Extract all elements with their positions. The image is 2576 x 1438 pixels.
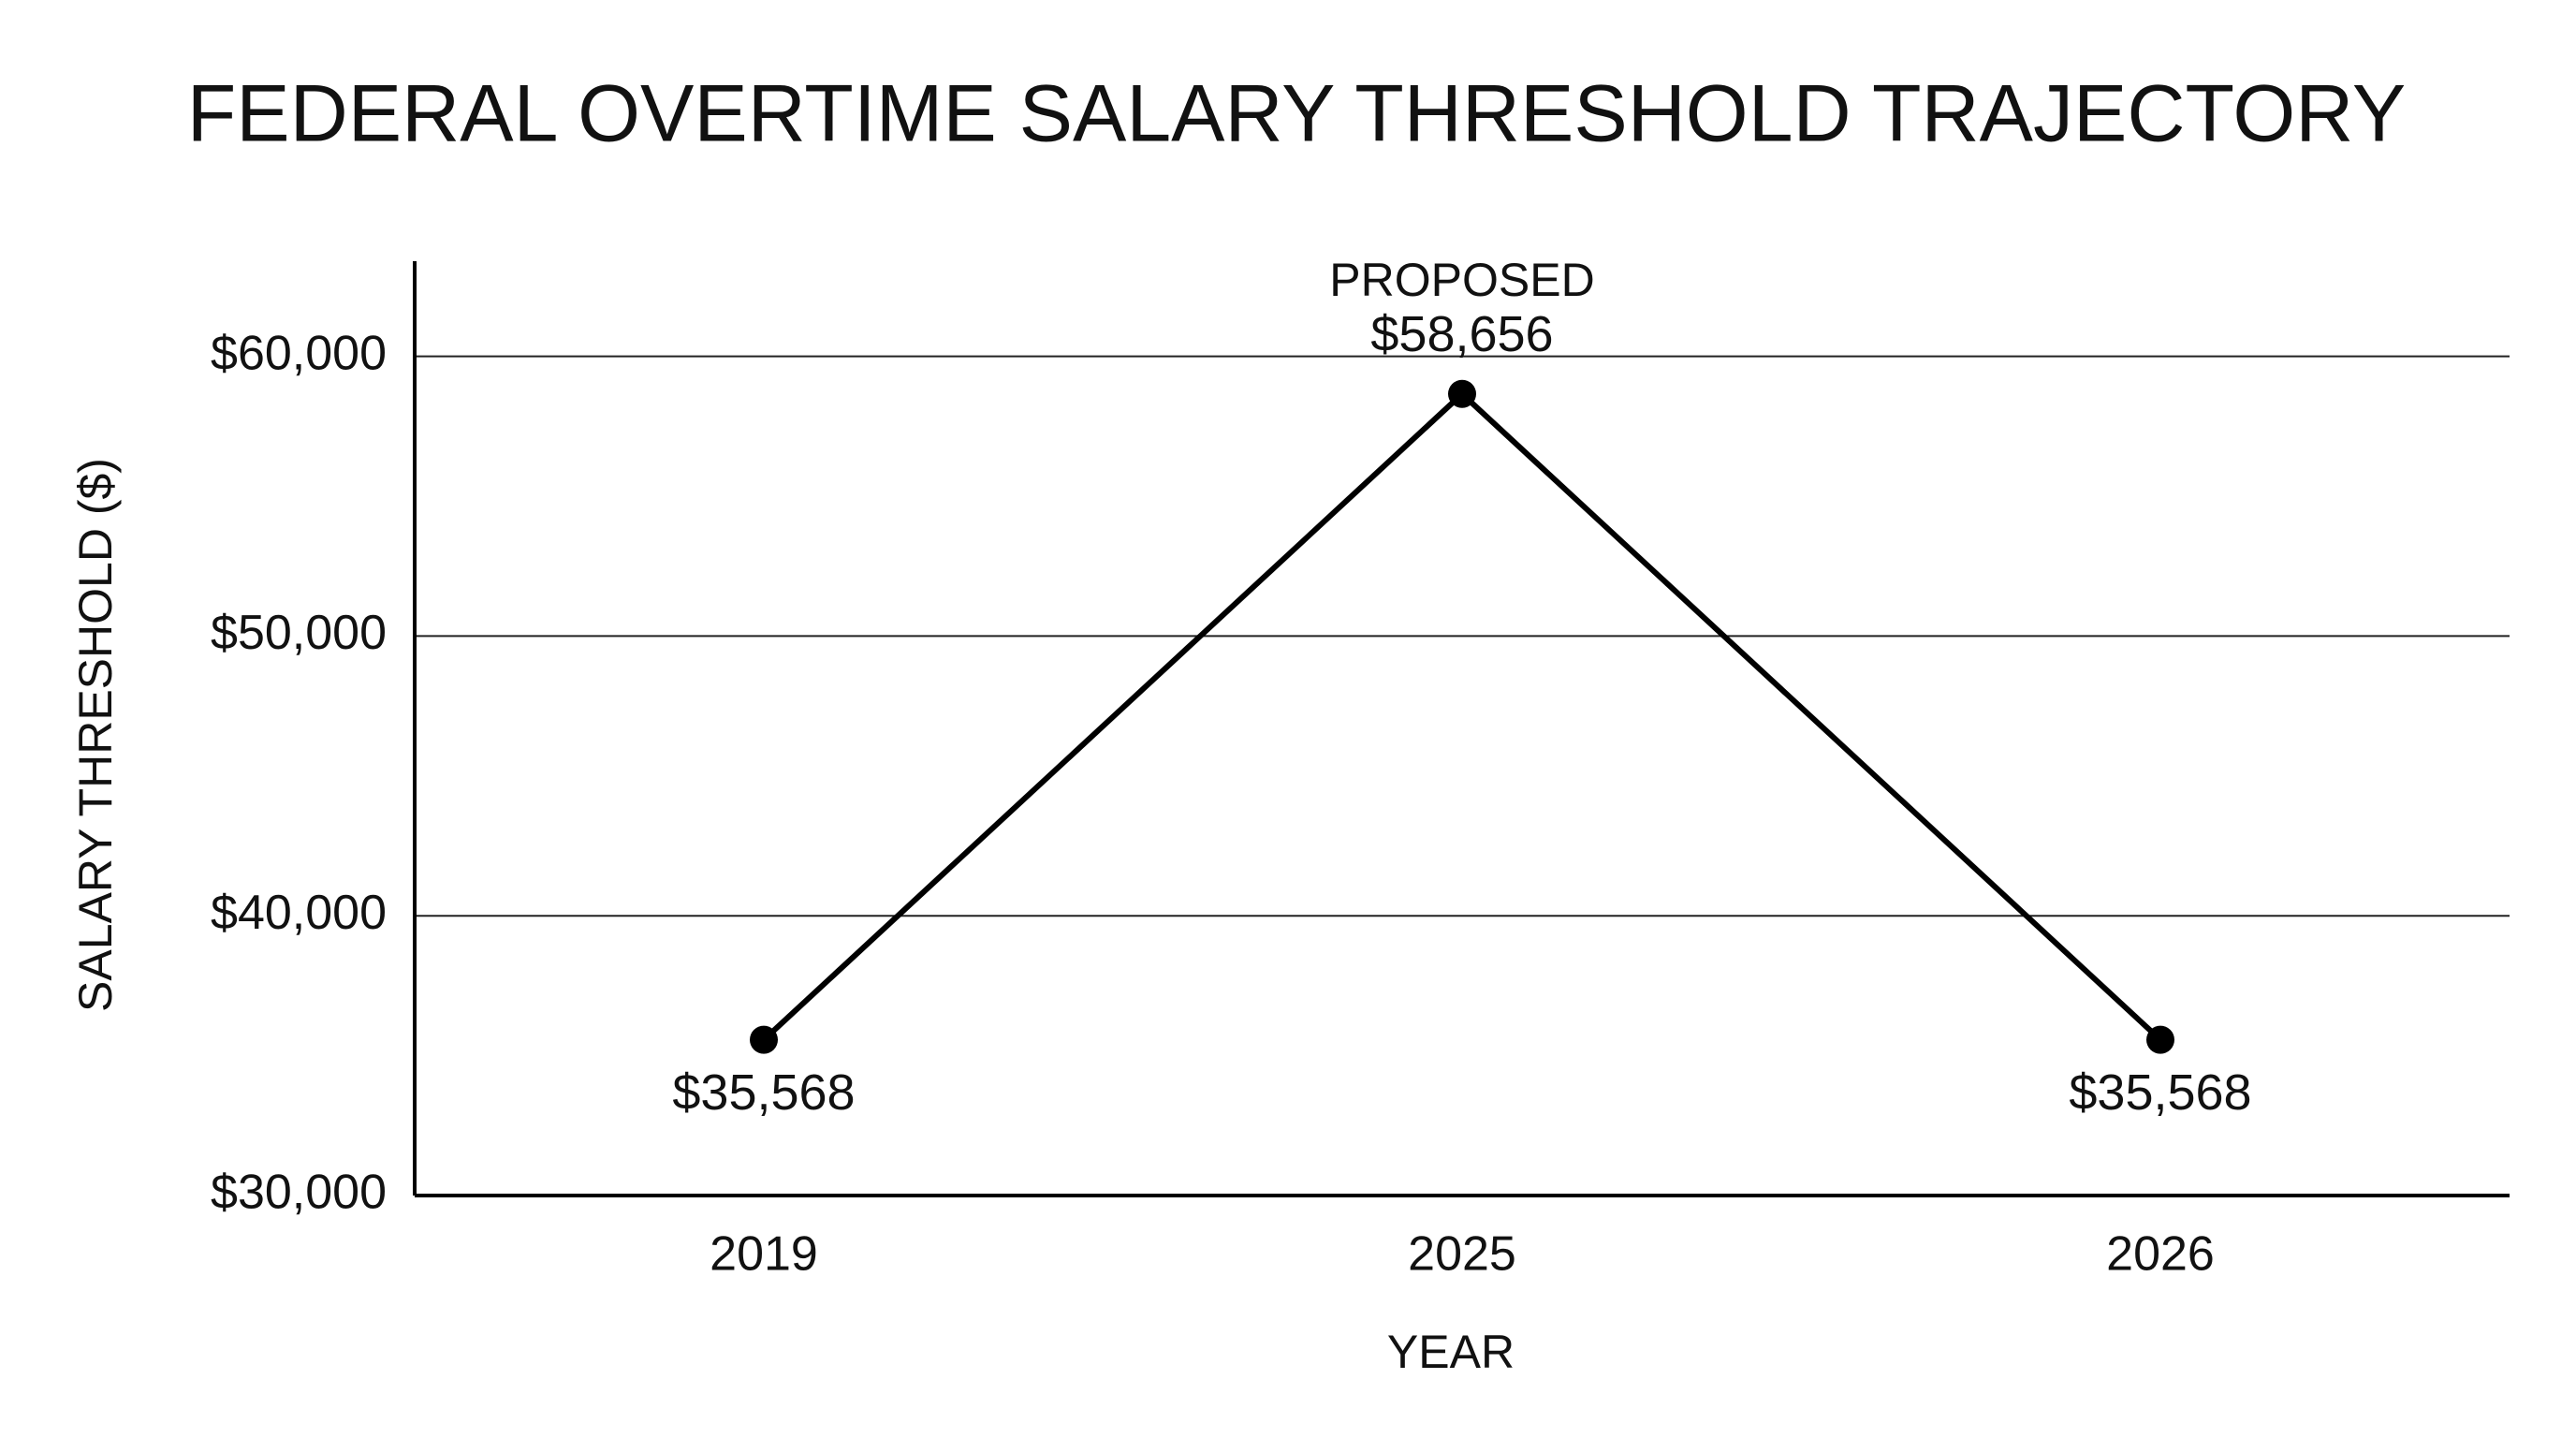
chart-title: FEDERAL OVERTIME SALARY THRESHOLD TRAJEC…: [187, 69, 2406, 159]
x-axis-label: YEAR: [1387, 1326, 1515, 1378]
data-point: [1448, 379, 1476, 408]
y-tick-label: $40,000: [211, 886, 387, 940]
y-tick-label: $60,000: [211, 326, 387, 380]
data-point: [750, 1025, 778, 1054]
y-tick-label: $30,000: [211, 1166, 387, 1220]
x-tick-label: 2025: [1408, 1227, 1516, 1282]
data-line: [761, 390, 2163, 1042]
annotation: PROPOSED: [1329, 254, 1594, 306]
data-point: [2146, 1025, 2174, 1054]
value-label: $58,656: [1370, 306, 1553, 362]
value-label: $35,568: [2069, 1064, 2251, 1121]
x-tick-label: 2019: [710, 1227, 818, 1282]
value-label: $35,568: [672, 1064, 855, 1121]
x-tick-label: 2026: [2106, 1227, 2215, 1282]
y-axis-label: SALARY THRESHOLD ($): [69, 458, 122, 1012]
y-tick-label: $50,000: [211, 606, 387, 660]
